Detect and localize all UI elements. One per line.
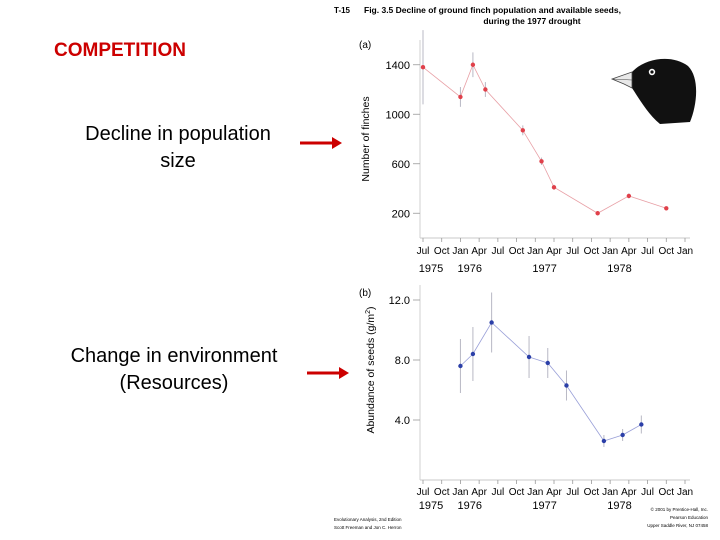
panel-b-ylabel-end: ) [365, 306, 377, 310]
credit-right-line2: Pearson Education [670, 515, 709, 520]
a-xtick-label: Jan [602, 246, 618, 257]
a-xtick-label: Apr [546, 246, 562, 257]
figure-code: T-15 [334, 6, 351, 15]
b-data-point [526, 354, 532, 360]
a-data-point [664, 206, 669, 211]
b-xtick-label: Jul [491, 487, 504, 498]
a-xtick-label: Apr [471, 246, 487, 257]
credit-left-line1: Evolutionary Analysis, 2nd Edition [334, 517, 402, 522]
panel-a-label: (a) [359, 40, 371, 51]
b-xtick-label: Oct [584, 487, 600, 498]
b-ytick-label: 4.0 [395, 415, 410, 427]
a-xtick-label: Apr [621, 246, 637, 257]
a-ytick-label: 1400 [386, 60, 410, 72]
a-xtick-label: Jul [641, 246, 654, 257]
finch-head-icon [610, 58, 697, 124]
b-year-label: 1977 [532, 500, 556, 512]
b-xtick-label: Apr [546, 487, 562, 498]
credit-right-line3: Upper Saddle River, NJ 07458 [647, 523, 708, 528]
a-xtick-label: Jul [491, 246, 504, 257]
decline-label: Decline in population size [58, 121, 298, 175]
b-year-label: 1976 [458, 500, 482, 512]
credit-right-line1: © 2001 by Prentice-Hall, Inc. [651, 506, 708, 512]
a-ytick-label: 600 [392, 159, 410, 171]
panel-b-ylabel-sup: 2 [365, 310, 372, 314]
a-xtick-label: Jan [527, 246, 543, 257]
b-xtick-label: Apr [621, 487, 637, 498]
a-xtick-label: Oct [509, 246, 525, 257]
credit-left-line2: Scott Freeman and Jon C. Herron [334, 525, 402, 530]
a-data-point [595, 211, 600, 216]
a-xtick-label: Oct [434, 246, 450, 257]
b-data-point [470, 351, 476, 357]
a-data-point [539, 159, 544, 164]
a-data-point [483, 87, 488, 92]
b-xtick-label: Jul [566, 487, 579, 498]
b-data-point [489, 320, 494, 325]
a-xtick-label: Jan [677, 246, 693, 257]
b-xtick-label: Jan [677, 487, 693, 498]
slide-heading: COMPETITION [54, 40, 186, 61]
change-label-line2: (Resources) [119, 372, 229, 394]
b-year-label: 1978 [607, 500, 631, 512]
panel-b-ylabel: Abundance of seeds (g/m2) [365, 306, 377, 433]
b-year-label: 1975 [419, 500, 443, 512]
a-year-label: 1975 [419, 263, 443, 275]
panel-b-ylabel-main: Abundance of seeds (g/m [365, 314, 377, 434]
a-ytick-label: 200 [392, 208, 410, 220]
a-data-point [420, 65, 426, 70]
a-data-point [551, 185, 557, 190]
a-xtick-label: Jan [452, 246, 468, 257]
arrow-right-icon [300, 137, 342, 149]
panel-b: (b) Abundance of seeds (g/m2) 4.0 8.0 12.0… [359, 285, 693, 512]
arrow-right-icon [307, 367, 349, 379]
panel-b-label: (b) [359, 288, 371, 299]
a-year-label: 1978 [607, 263, 631, 275]
a-series-line [422, 63, 667, 214]
b-xtick-label: Jul [417, 487, 430, 498]
b-xtick-label: Jan [452, 487, 468, 498]
b-data-point [564, 383, 569, 388]
change-label: Change in environment (Resources) [44, 343, 304, 397]
b-xtick-label: Jan [527, 487, 543, 498]
b-data-point [620, 432, 625, 438]
a-data-point [470, 62, 476, 67]
a-xtick-label: Jul [566, 246, 579, 257]
a-xtick-label: Jul [417, 246, 430, 257]
b-data-point [601, 438, 607, 444]
b-series-line [460, 321, 642, 442]
decline-label-line2: size [160, 150, 196, 172]
a-xtick-label: Oct [659, 246, 675, 257]
figure-title-line2: during the 1977 drought [483, 16, 580, 26]
b-xtick-label: Jul [641, 487, 654, 498]
panel-a-ylabel: Number of finches [360, 96, 372, 181]
b-xtick-label: Oct [434, 487, 450, 498]
a-year-label: 1976 [458, 263, 482, 275]
panel-a: (a) Number of finches 200 600 1000 1400 Jul… [359, 30, 693, 275]
decline-label-line1: Decline in population [85, 123, 271, 145]
b-xtick-label: Jan [602, 487, 618, 498]
b-data-point [545, 360, 550, 366]
a-ytick-label: 1000 [386, 109, 410, 121]
b-xtick-label: Apr [471, 487, 487, 498]
a-data-point [520, 128, 526, 133]
a-xtick-label: Oct [584, 246, 600, 257]
b-ytick-label: 8.0 [395, 355, 410, 367]
a-data-point [626, 193, 632, 199]
change-label-line1: Change in environment [70, 345, 278, 367]
a-data-point [458, 94, 463, 100]
b-data-point [458, 363, 463, 369]
a-year-label: 1977 [532, 263, 556, 275]
b-xtick-label: Oct [509, 487, 525, 498]
b-ytick-label: 12.0 [389, 295, 410, 307]
b-data-point [639, 422, 644, 427]
b-xtick-label: Oct [659, 487, 675, 498]
figure-title-line1: Fig. 3.5 Decline of ground finch populat… [364, 5, 621, 15]
